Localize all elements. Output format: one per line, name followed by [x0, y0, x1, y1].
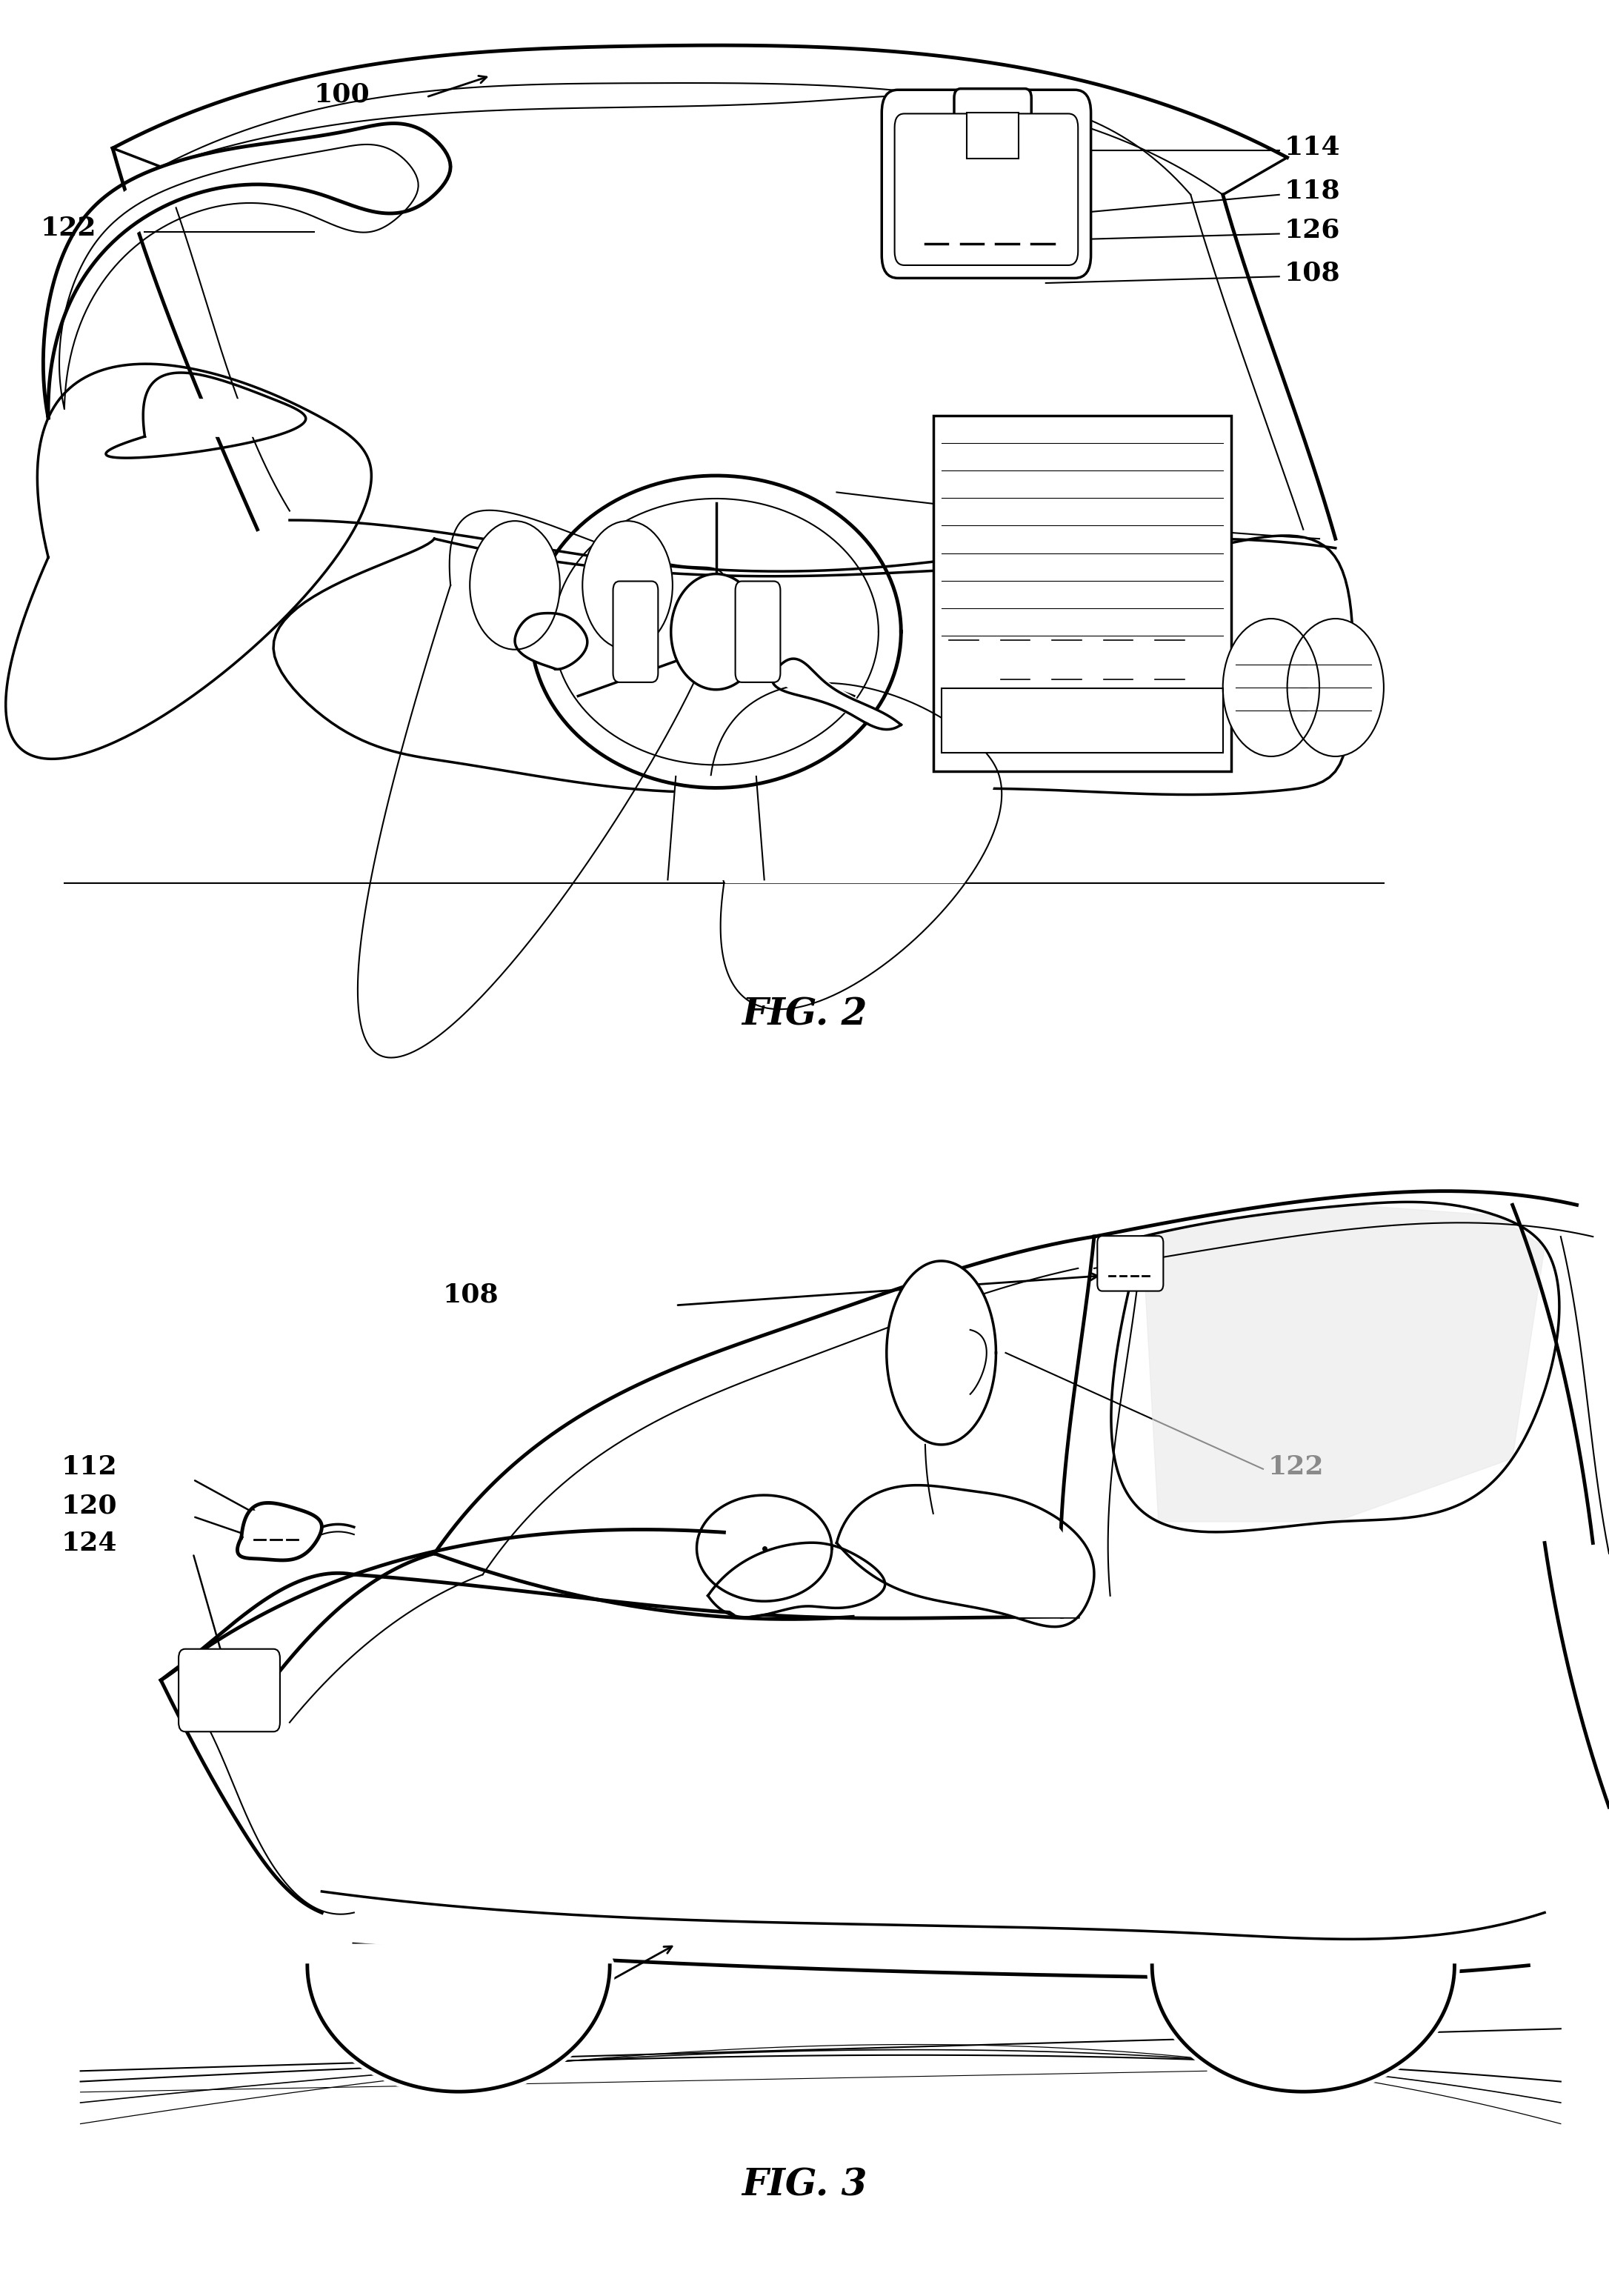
Text: FIG. 3: FIG. 3	[742, 2167, 867, 2204]
Polygon shape	[1142, 1205, 1545, 1522]
Polygon shape	[515, 613, 587, 668]
Circle shape	[1223, 618, 1319, 755]
FancyBboxPatch shape	[1097, 1235, 1163, 1290]
Polygon shape	[671, 574, 761, 689]
Polygon shape	[48, 129, 451, 418]
Text: 100: 100	[459, 1998, 515, 2023]
Text: 124: 124	[61, 1531, 117, 1554]
Circle shape	[582, 521, 673, 650]
FancyBboxPatch shape	[954, 90, 1031, 172]
FancyBboxPatch shape	[967, 113, 1018, 158]
Polygon shape	[772, 659, 901, 730]
FancyBboxPatch shape	[941, 689, 1223, 753]
Text: 122: 122	[40, 216, 97, 241]
FancyBboxPatch shape	[895, 115, 1078, 266]
FancyBboxPatch shape	[613, 581, 658, 682]
Polygon shape	[887, 1261, 996, 1444]
FancyBboxPatch shape	[735, 581, 780, 682]
Polygon shape	[274, 540, 1352, 790]
FancyBboxPatch shape	[179, 1649, 280, 1731]
Polygon shape	[708, 1543, 885, 1616]
Text: 108: 108	[1284, 259, 1340, 285]
Text: 112: 112	[61, 1453, 117, 1479]
Text: 126: 126	[1284, 218, 1340, 243]
Text: 100: 100	[314, 83, 370, 108]
Polygon shape	[238, 1508, 322, 1559]
Text: 114: 114	[1284, 135, 1340, 161]
Polygon shape	[1147, 1945, 1459, 2096]
Polygon shape	[668, 776, 764, 879]
Circle shape	[1287, 618, 1384, 755]
Text: 118: 118	[1284, 179, 1340, 204]
Text: FIG. 2: FIG. 2	[742, 996, 867, 1033]
Polygon shape	[837, 1490, 1094, 1616]
Circle shape	[470, 521, 560, 650]
Polygon shape	[724, 735, 998, 884]
FancyBboxPatch shape	[882, 90, 1091, 278]
FancyBboxPatch shape	[933, 416, 1231, 771]
Text: 122: 122	[1268, 1453, 1324, 1479]
Text: 108: 108	[442, 1281, 499, 1306]
Polygon shape	[145, 400, 306, 436]
Text: 120: 120	[61, 1492, 117, 1518]
Polygon shape	[302, 1945, 615, 2096]
